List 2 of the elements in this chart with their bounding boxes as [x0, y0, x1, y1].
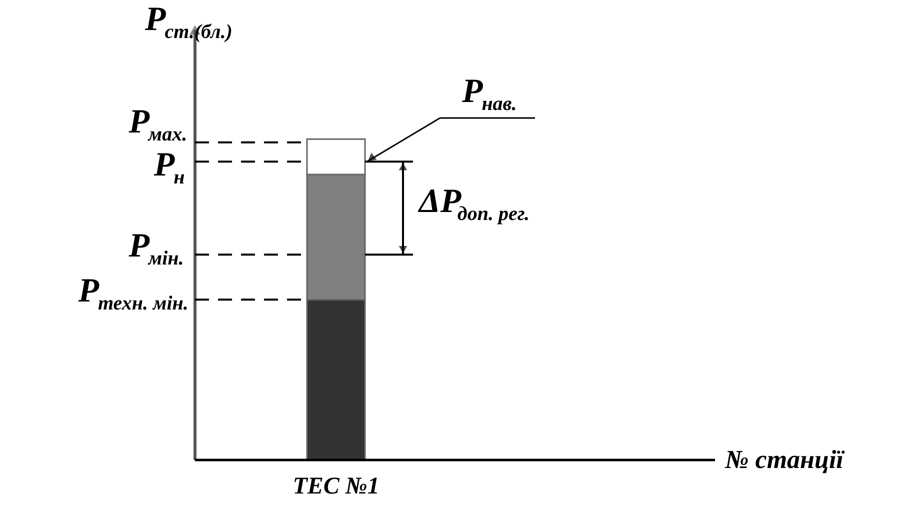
x-tick-label: ТЕС №1 [292, 474, 380, 500]
text: № станції [724, 445, 846, 474]
